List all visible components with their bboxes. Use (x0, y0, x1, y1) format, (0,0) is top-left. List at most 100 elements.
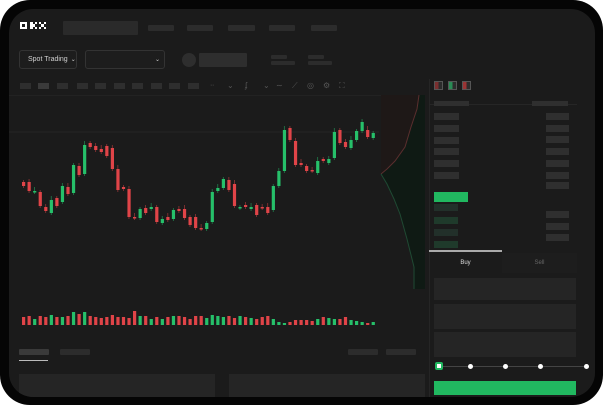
slider-stop-25[interactable] (468, 364, 473, 369)
volume-bar (38, 316, 42, 325)
candle-up (149, 207, 153, 209)
amount-slider[interactable] (439, 366, 589, 367)
market-select[interactable]: Spot Trading ⌄ (19, 50, 77, 69)
ask-price[interactable] (434, 113, 459, 120)
interval-button[interactable] (57, 83, 68, 89)
volume-bar (343, 317, 348, 325)
settings-icon[interactable]: ⚙ (323, 81, 331, 90)
total-input[interactable] (434, 332, 576, 357)
chevron-down-icon: ⌄ (154, 57, 160, 63)
order-amount (546, 234, 569, 241)
volume-bar (349, 320, 353, 325)
order-amount (546, 148, 569, 155)
pair-select[interactable]: ⌄ (85, 50, 165, 69)
orderbook-header-price (434, 101, 469, 106)
candle-up (360, 122, 364, 131)
candle-down (199, 228, 203, 230)
slider-stop-100[interactable] (584, 364, 589, 369)
slider-stop-75[interactable] (538, 364, 543, 369)
price-input[interactable] (434, 278, 576, 300)
candle-up (171, 210, 176, 219)
candle-down (155, 207, 159, 222)
volume-bar (216, 316, 220, 325)
indicator-icon[interactable]: ʄ (245, 81, 248, 90)
interval-button[interactable] (188, 83, 199, 89)
candle-type-icon[interactable]: ᐧᐧ (210, 81, 215, 90)
volume-bar (22, 317, 26, 325)
interval-button[interactable] (151, 83, 162, 89)
volume-bar (282, 323, 287, 325)
candle-down (321, 159, 325, 161)
volume-bar (194, 316, 198, 325)
filter-button[interactable] (386, 349, 416, 355)
candle-down (127, 189, 131, 217)
volume-bar (199, 316, 203, 325)
interval-button-active[interactable] (38, 83, 49, 89)
candle-down (305, 166, 309, 171)
chevron-down-icon[interactable]: ⌄ (227, 81, 234, 90)
nav-item[interactable] (311, 25, 337, 31)
ask-price[interactable] (434, 160, 459, 167)
volume-bar (310, 321, 314, 325)
volume-bar (99, 318, 103, 325)
bid-price[interactable] (434, 229, 458, 236)
candle-up (271, 186, 275, 210)
coin-icon (182, 53, 196, 67)
interval-button[interactable] (20, 83, 31, 89)
volume-bar (244, 317, 248, 325)
nav-item[interactable] (148, 25, 174, 31)
nav-item[interactable] (269, 25, 295, 31)
ask-price[interactable] (434, 137, 459, 144)
orderbook-view-toggle (434, 81, 471, 90)
orderbook-sell-icon[interactable] (462, 81, 471, 90)
candle-up (355, 131, 359, 140)
ask-price[interactable] (434, 125, 459, 132)
candle-up (221, 179, 225, 188)
volume-bar (249, 318, 253, 325)
candle-up (83, 145, 87, 174)
bid-price[interactable] (434, 217, 458, 224)
candle-up (327, 159, 331, 163)
nav-item[interactable] (187, 25, 213, 31)
volume-bar (83, 312, 87, 325)
volume-bar (44, 317, 48, 325)
ask-price[interactable] (434, 148, 459, 155)
amount-input[interactable] (434, 304, 576, 329)
ruler-icon[interactable]: ⟋ (292, 81, 298, 90)
fullscreen-icon[interactable]: ⛶ (339, 81, 345, 90)
nav-item[interactable] (228, 25, 255, 31)
candle-up (282, 130, 287, 171)
interval-button[interactable] (77, 83, 88, 89)
interval-button[interactable] (114, 83, 125, 89)
slider-stop-50[interactable] (503, 364, 508, 369)
okx-logo[interactable] (20, 22, 47, 32)
candle-up (33, 191, 37, 193)
search-bar[interactable] (63, 21, 138, 35)
bid-price[interactable] (434, 204, 458, 211)
order-amount (546, 160, 569, 167)
tab-open-orders[interactable] (19, 349, 49, 355)
ask-price[interactable] (434, 172, 459, 179)
interval-button[interactable] (169, 83, 180, 89)
slider-handle[interactable] (435, 362, 443, 370)
orderbook-both-icon[interactable] (434, 81, 443, 90)
buy-submit-button[interactable] (434, 381, 576, 395)
candlestick-chart[interactable] (9, 9, 429, 339)
chevron-down-icon[interactable]: ⌄ (263, 81, 270, 90)
line-icon[interactable]: ∼ (276, 81, 283, 90)
bid-price[interactable] (434, 241, 458, 248)
tab-order-history[interactable] (60, 349, 90, 355)
candle-up (216, 188, 220, 191)
depth-asks-area (381, 95, 419, 174)
tab-buy[interactable]: Buy (429, 253, 502, 273)
tab-sell[interactable]: Sell (502, 253, 577, 273)
volume-bar (327, 318, 331, 325)
interval-button[interactable] (95, 83, 106, 89)
volume-bar (321, 317, 325, 325)
interval-button[interactable] (132, 83, 143, 89)
orderbook-buy-icon[interactable] (448, 81, 457, 90)
filter-button[interactable] (348, 349, 378, 355)
candle-down (144, 208, 148, 213)
volume-bar (305, 320, 309, 325)
camera-icon[interactable]: ◎ (307, 81, 314, 90)
